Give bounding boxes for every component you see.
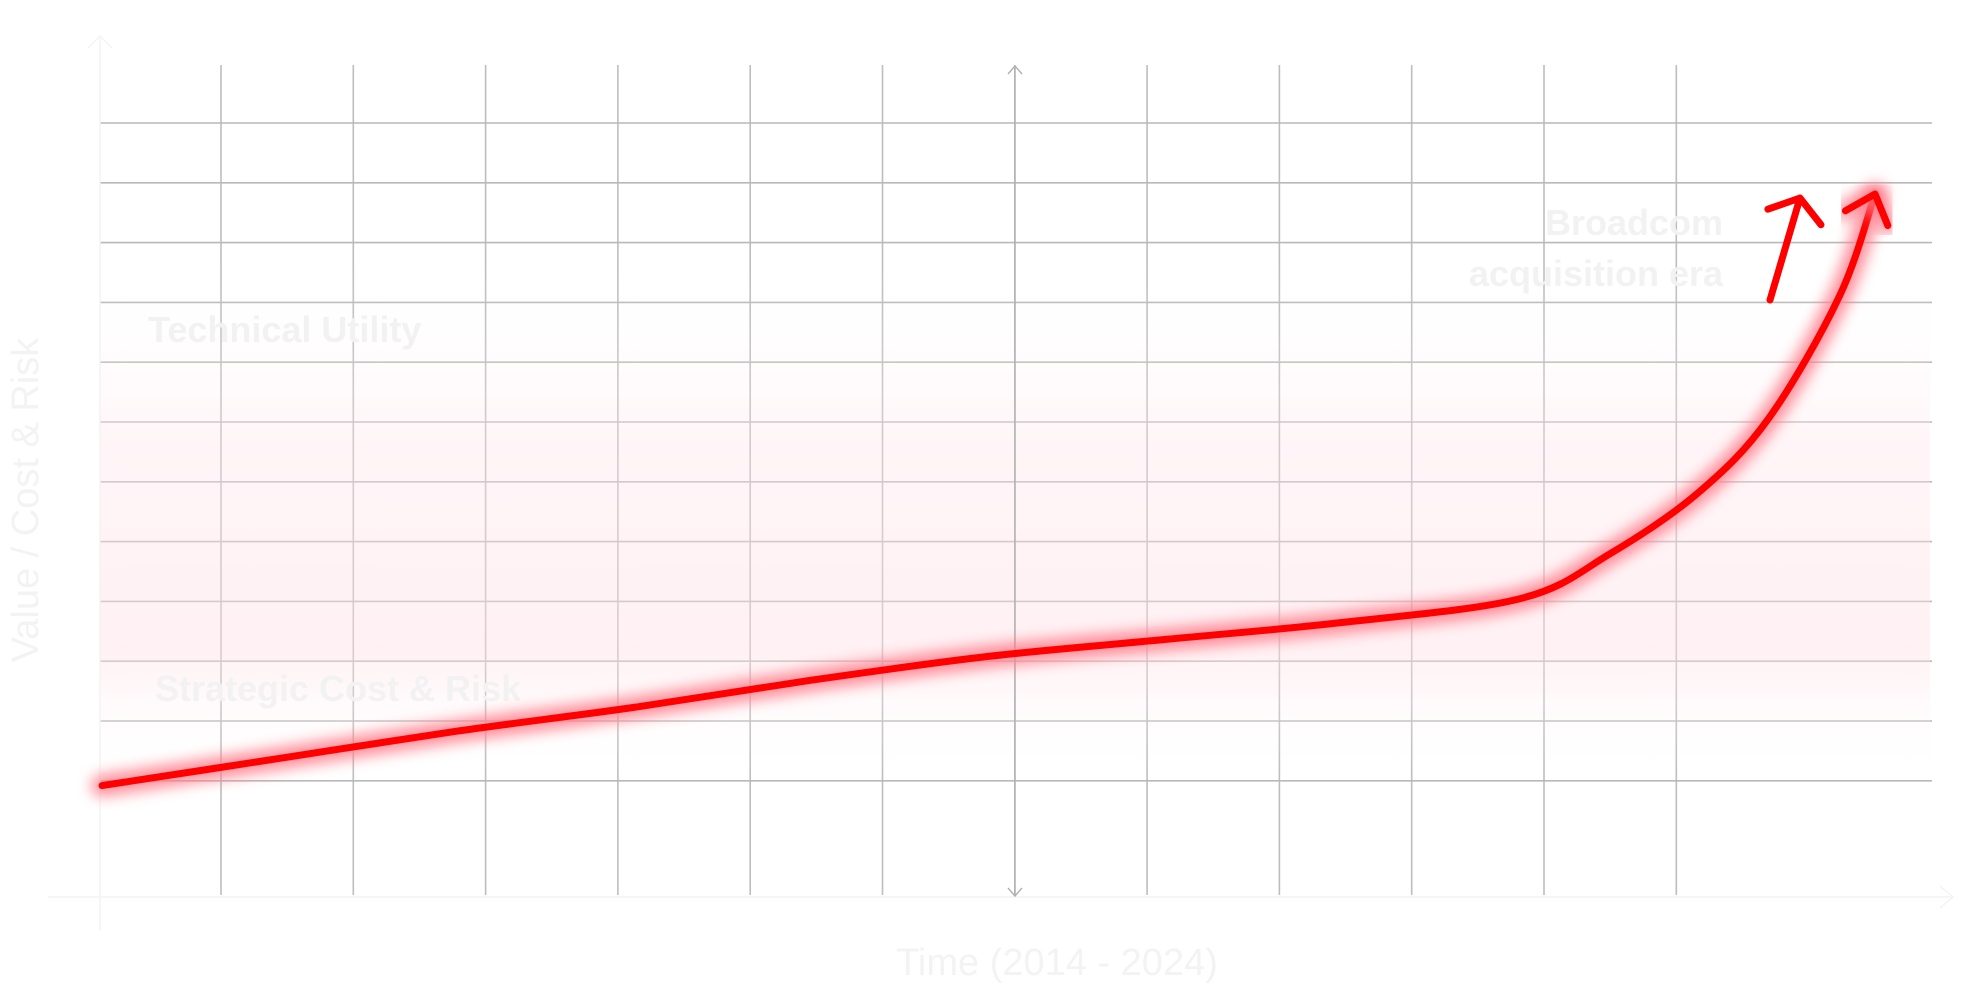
- center-axis-arrow-top: [1007, 64, 1023, 75]
- event-label-line-1: Broadcom: [1545, 202, 1723, 243]
- lower-zone-label: Strategic Cost & Risk: [155, 668, 522, 709]
- y-axis-arrow: [87, 35, 113, 49]
- event-label-line-2: acquisition era: [1469, 253, 1724, 294]
- event-arrow: [1764, 194, 1825, 304]
- upper-zone-label: Technical Utility: [148, 309, 421, 350]
- y-axis-label: Value / Cost & Risk: [5, 337, 47, 663]
- series-group: [91, 183, 1898, 797]
- center-axis-arrow-bottom: [1007, 887, 1023, 898]
- x-axis-arrow: [1939, 885, 1955, 909]
- series-line: [98, 190, 1879, 790]
- series-arrowhead: [1841, 190, 1892, 229]
- x-axis-label: Time (2014 - 2024): [896, 942, 1218, 984]
